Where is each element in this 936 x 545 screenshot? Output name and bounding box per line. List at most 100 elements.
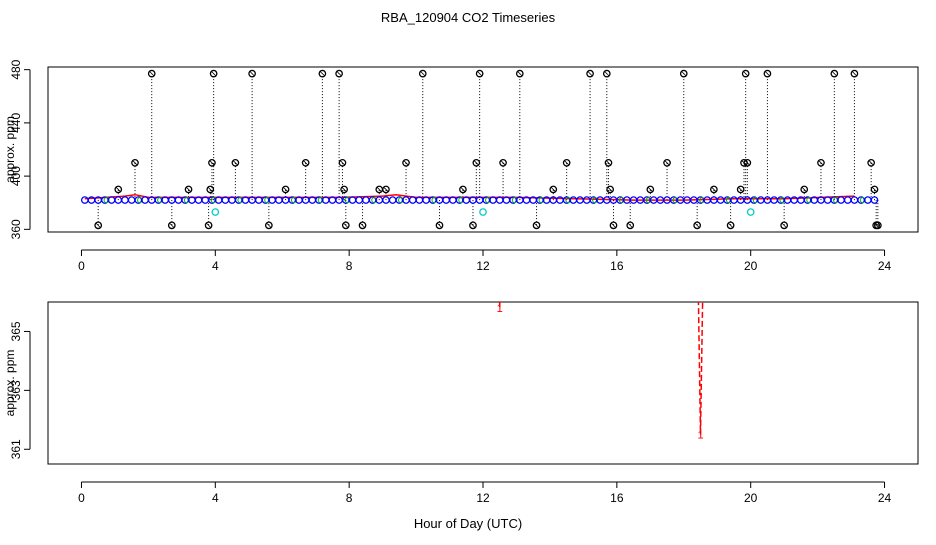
series-2-point <box>183 197 190 204</box>
flag-point <box>562 158 571 167</box>
x-tick-label: 4 <box>212 259 219 273</box>
series-2-point <box>264 197 271 204</box>
flag-point <box>475 69 484 78</box>
flag-point-cross <box>563 160 570 166</box>
plot-frame <box>47 301 919 465</box>
flag-point <box>586 69 594 78</box>
flag-point-cross <box>205 222 212 229</box>
flag-point-cross <box>460 186 466 193</box>
flag-point <box>830 69 839 78</box>
series-2-point <box>431 197 438 204</box>
x-tick-label: 8 <box>346 259 353 273</box>
y-axis-label: approx. ppm <box>3 350 17 417</box>
series-3-point <box>388 196 397 204</box>
flag-point <box>335 69 343 78</box>
x-tick-label: 20 <box>744 259 758 273</box>
flag-point-cross <box>550 186 557 193</box>
flag-point-cross <box>207 186 214 193</box>
flag-point <box>604 158 613 167</box>
flag-point-cross <box>744 160 751 166</box>
flag-point-cross <box>115 186 122 193</box>
flag-point-cross <box>376 186 383 193</box>
x-tick-label: 0 <box>78 491 85 505</box>
flag-point-cross <box>831 70 838 77</box>
flag-point-cross <box>851 70 858 77</box>
flag-point-cross <box>818 160 824 166</box>
flag-point-cross <box>871 186 878 193</box>
flag-point <box>693 221 702 230</box>
flag-point-cross <box>610 222 617 229</box>
cal-point <box>479 208 487 216</box>
series-2-point <box>237 197 244 204</box>
flag-point <box>743 158 752 167</box>
flag-point <box>780 221 789 230</box>
series-2-point <box>157 197 164 204</box>
flag-point-cross <box>232 160 239 166</box>
x-tick-label: 12 <box>476 491 490 505</box>
x-tick-label: 8 <box>346 491 353 505</box>
flag-point-cross <box>647 186 654 193</box>
flag-point <box>741 69 750 78</box>
plot-area: 1111111111111111111111111111111111111111… <box>497 302 704 442</box>
flag-point-cross <box>694 222 700 229</box>
y-tick-label: 440 <box>9 113 23 133</box>
series-2-point <box>859 197 866 204</box>
series-3-point <box>121 196 129 204</box>
flag-point-cross <box>868 160 874 166</box>
x-tick-label: 16 <box>610 491 624 505</box>
flag-point-cross <box>801 186 808 193</box>
flag-point-cross <box>403 160 409 166</box>
flag-point <box>710 185 718 194</box>
flag-point <box>206 185 215 194</box>
y-tick-label: 365 <box>9 321 23 341</box>
flag-point <box>800 185 809 194</box>
series-2-point <box>290 197 297 204</box>
flag-point-cross <box>711 186 717 193</box>
x-tick-label: 4 <box>212 491 219 505</box>
flag-point-cross <box>169 222 175 229</box>
flag-point <box>402 158 410 167</box>
series-3-point <box>843 196 852 204</box>
series-2-point <box>645 197 652 204</box>
series-2-point <box>538 197 545 204</box>
flag-point <box>549 185 558 194</box>
flag-point <box>358 221 367 230</box>
flag-point <box>867 158 876 167</box>
flag-point <box>515 69 524 78</box>
flag-point-cross <box>680 70 687 77</box>
series-1-label: 1 <box>697 430 703 442</box>
flag-point <box>204 221 213 230</box>
flag-point <box>609 221 618 230</box>
series-2-point <box>699 197 706 204</box>
series-1-line <box>84 193 855 201</box>
flag-point <box>184 185 193 194</box>
flag-point-cross <box>319 70 326 77</box>
y-tick-label: 360 <box>9 219 23 239</box>
flag-point <box>817 158 825 167</box>
series-3-point <box>127 196 136 204</box>
flag-point <box>469 221 477 230</box>
flag-point-cross <box>210 70 217 77</box>
flag-point <box>264 221 273 230</box>
flag-point-cross <box>727 222 734 229</box>
flag-point-cross <box>764 70 771 77</box>
x-tick-label: 0 <box>78 259 85 273</box>
flag-point <box>850 69 859 78</box>
series-3-point <box>870 196 879 204</box>
flag-point-cross <box>604 70 610 77</box>
series-3-point <box>355 196 364 204</box>
flag-point <box>208 158 216 167</box>
flag-point-cross <box>359 222 366 229</box>
flag-point-cross <box>339 160 346 166</box>
x-tick-label: 20 <box>744 491 758 505</box>
flag-point <box>231 158 240 167</box>
flag-point-cross <box>436 222 443 229</box>
y-tick-label: 480 <box>9 59 23 79</box>
flag-point <box>472 158 481 167</box>
cal-point <box>746 208 755 216</box>
series-3-point <box>770 196 778 204</box>
x-tick-label: 16 <box>610 259 624 273</box>
flag-point <box>318 69 327 78</box>
flag-point-cross <box>336 70 342 77</box>
